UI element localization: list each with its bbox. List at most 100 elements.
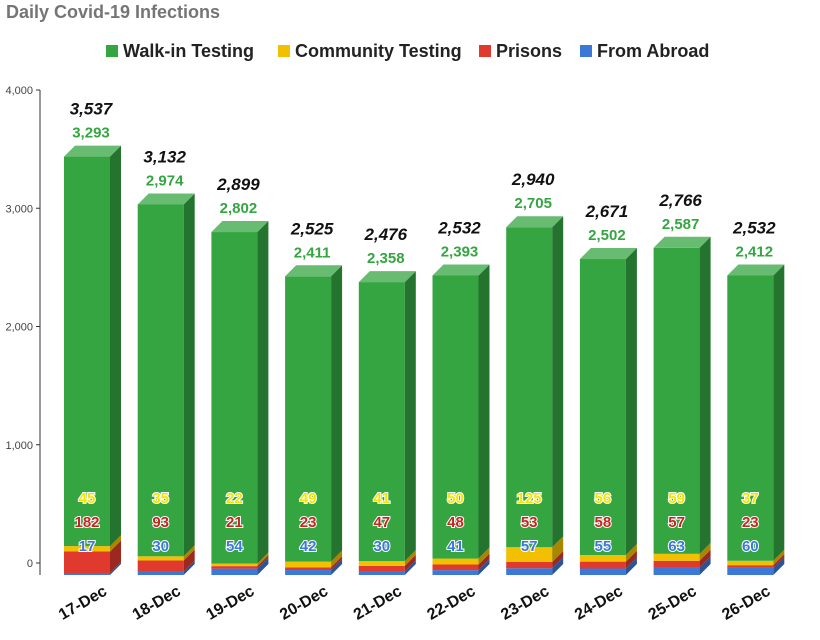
data-label-community-testing: 35: [152, 490, 169, 507]
bar-side: [183, 549, 195, 572]
bar-side: [478, 559, 490, 575]
bar-segment-prisons: [137, 549, 195, 572]
bar-segment-from-abroad: [211, 557, 269, 575]
data-label-prisons: 47: [373, 514, 390, 531]
legend-swatch: [580, 45, 592, 57]
bar-side: [699, 236, 711, 554]
bar-segment-walk-in-testing: [358, 271, 416, 562]
bar-segment-prisons: [64, 540, 121, 573]
bar-side: [699, 556, 711, 575]
bar-front: [137, 556, 184, 561]
bar-front: [358, 561, 405, 566]
total-label: 2,940: [511, 170, 555, 189]
bar-top: [432, 264, 490, 276]
bar-front: [432, 275, 479, 559]
bar-front: [137, 560, 184, 572]
bar-side: [552, 216, 564, 548]
bar-side: [625, 550, 637, 569]
bar-segment-community-testing: [285, 550, 343, 568]
bar-segment-prisons: [285, 556, 343, 571]
bar-front: [727, 567, 774, 575]
bar-side: [331, 265, 343, 562]
data-label-prisons: 53: [521, 514, 538, 531]
bar-side: [552, 550, 564, 569]
total-label: 2,476: [364, 225, 408, 244]
x-tick-label: 25-Dec: [646, 583, 700, 624]
bar-top: [137, 193, 195, 205]
bar-front: [211, 563, 258, 567]
bar-front: [285, 561, 332, 568]
bar-side: [257, 552, 269, 567]
bar-front: [432, 564, 479, 571]
total-label: 2,532: [437, 218, 481, 237]
bar-top: [506, 216, 564, 228]
data-label-community-testing: 22: [226, 490, 243, 507]
bar-segment-community-testing: [579, 544, 637, 562]
bar-front: [358, 571, 405, 575]
bar-front: [64, 572, 110, 575]
legend-label: Walk-in Testing: [123, 41, 254, 61]
data-label-community-testing: 37: [742, 490, 759, 507]
bar-side: [183, 545, 195, 561]
data-label-from-abroad: 55: [595, 538, 612, 555]
bar-front: [432, 558, 479, 565]
bar-top: [64, 145, 121, 157]
total-label: 3,132: [143, 147, 186, 166]
bar-segment-prisons: [653, 549, 711, 568]
legend-label: Community Testing: [295, 41, 462, 61]
bar-segment-walk-in-testing: [64, 145, 121, 547]
bar-side: [404, 560, 416, 575]
bar-front: [285, 276, 332, 562]
bar-side: [773, 554, 785, 568]
bar-segment-prisons: [432, 553, 490, 571]
x-tick-label: 20-Dec: [277, 583, 331, 624]
bar-segment-prisons: [579, 550, 637, 569]
data-label-walk-in: 2,393: [441, 243, 479, 260]
bar-front: [211, 232, 258, 564]
total-label: 3,537: [70, 100, 114, 119]
bar-front: [727, 275, 774, 561]
data-label-from-abroad: 63: [668, 538, 685, 555]
x-tick-label: 22-Dec: [425, 583, 479, 624]
bar-segment-from-abroad: [285, 559, 343, 575]
data-label-prisons: 48: [447, 514, 464, 531]
data-label-walk-in: 3,293: [72, 125, 110, 142]
bar-side: [183, 560, 195, 575]
bar-top: [285, 265, 343, 277]
bar-side: [478, 264, 490, 559]
data-label-prisons: 93: [152, 514, 169, 531]
bar-front: [727, 565, 774, 568]
bar-side: [110, 145, 121, 547]
data-label-community-testing: 41: [373, 490, 390, 507]
bar-segment-community-testing: [358, 550, 416, 566]
legend: Walk-in Testing Community Testing Prisons F…: [106, 41, 709, 61]
bar-front: [579, 561, 626, 569]
bar-side: [183, 193, 195, 557]
bar-side: [625, 544, 637, 562]
bar-segment-community-testing: [211, 552, 269, 567]
bar-segment-from-abroad: [653, 556, 711, 575]
total-label: 2,766: [658, 191, 702, 210]
data-label-prisons: 182: [74, 514, 99, 531]
bar-side: [699, 549, 711, 568]
bar-segment-community-testing: [64, 535, 121, 552]
bar-front: [579, 568, 626, 575]
bar-front: [137, 571, 184, 575]
bar-segment-prisons: [727, 554, 785, 568]
bar-segment-community-testing: [727, 549, 785, 566]
y-tick-label: 2,000: [5, 322, 33, 334]
data-label-community-testing: 59: [668, 490, 685, 507]
bar-top: [358, 271, 416, 283]
bar-front: [64, 551, 110, 573]
bar-segment-from-abroad: [137, 560, 195, 575]
bar-side: [625, 248, 637, 556]
bar-segment-prisons: [358, 554, 416, 572]
y-tick-label: 3,000: [5, 203, 33, 215]
data-label-from-abroad: 30: [373, 538, 390, 555]
data-label-prisons: 23: [300, 514, 317, 531]
bar-front: [64, 156, 110, 547]
bar-front: [506, 227, 553, 548]
bar-segment-from-abroad: [727, 556, 785, 575]
x-tick-label: 26-Dec: [719, 583, 773, 624]
